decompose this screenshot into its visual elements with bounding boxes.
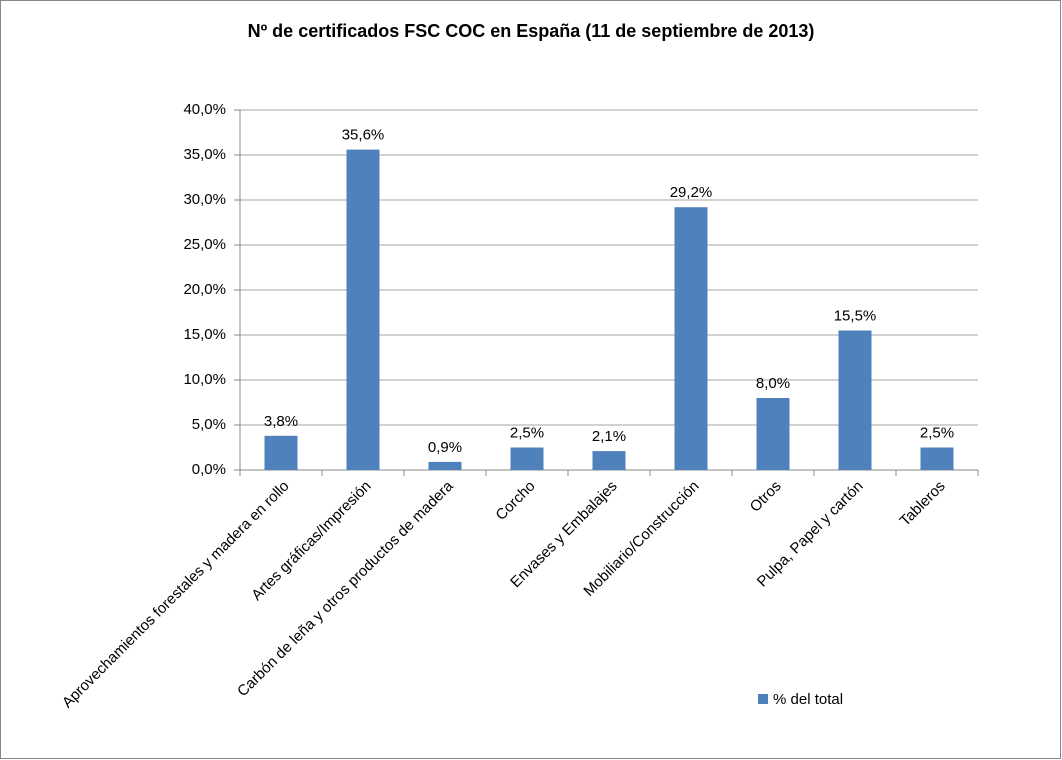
value-label: 3,8% [264, 413, 298, 430]
bar [510, 447, 544, 470]
value-label: 0,9% [428, 439, 462, 456]
y-tick-label: 40,0% [183, 101, 226, 118]
value-label: 15,5% [834, 307, 877, 324]
value-label: 2,5% [920, 424, 954, 441]
value-label: 8,0% [756, 375, 790, 392]
bar [674, 207, 708, 470]
bar [920, 447, 954, 470]
bar [346, 149, 380, 470]
bar [428, 461, 462, 470]
bar [264, 435, 298, 470]
y-tick-label: 35,0% [183, 146, 226, 163]
y-tick-label: 25,0% [183, 236, 226, 253]
value-label: 2,1% [592, 428, 626, 445]
bar [756, 398, 790, 470]
legend-label: % del total [773, 691, 843, 708]
y-tick-label: 0,0% [192, 461, 226, 478]
value-label: 35,6% [342, 127, 385, 144]
y-tick-label: 20,0% [183, 281, 226, 298]
y-tick-label: 5,0% [192, 416, 226, 433]
value-label: 29,2% [670, 184, 713, 201]
bar [838, 330, 872, 470]
value-label: 2,5% [510, 424, 544, 441]
chart-title: Nº de certificados FSC COC en España (11… [248, 21, 815, 41]
y-tick-label: 15,0% [183, 326, 226, 343]
y-tick-label: 30,0% [183, 191, 226, 208]
bar [592, 451, 626, 470]
legend-swatch [758, 694, 768, 704]
y-tick-label: 10,0% [183, 371, 226, 388]
